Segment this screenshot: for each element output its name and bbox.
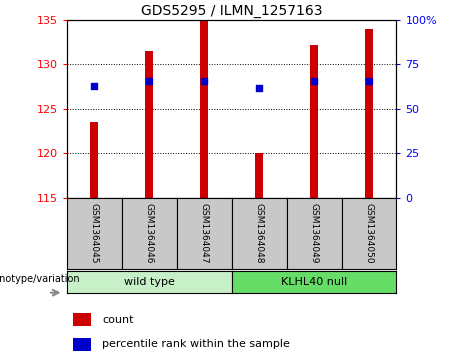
Text: count: count xyxy=(102,315,134,325)
Text: genotype/variation: genotype/variation xyxy=(0,274,80,284)
Point xyxy=(255,85,263,90)
Bar xyxy=(200,20,208,198)
Bar xyxy=(255,154,263,198)
Text: KLHL40 null: KLHL40 null xyxy=(281,277,347,287)
Point xyxy=(310,78,318,84)
Bar xyxy=(310,45,318,198)
Text: GSM1364045: GSM1364045 xyxy=(90,204,99,264)
Point xyxy=(146,78,153,84)
Bar xyxy=(365,29,373,198)
Title: GDS5295 / ILMN_1257163: GDS5295 / ILMN_1257163 xyxy=(141,4,322,17)
Text: GSM1364046: GSM1364046 xyxy=(145,204,154,264)
Text: wild type: wild type xyxy=(124,277,175,287)
Text: GSM1364050: GSM1364050 xyxy=(365,204,373,264)
Bar xyxy=(73,338,90,351)
Text: GSM1364047: GSM1364047 xyxy=(200,204,209,264)
Bar xyxy=(73,313,90,326)
Bar xyxy=(145,51,154,198)
Text: percentile rank within the sample: percentile rank within the sample xyxy=(102,339,290,350)
Bar xyxy=(90,122,99,198)
Point xyxy=(91,83,98,89)
Point xyxy=(365,78,372,84)
Text: GSM1364049: GSM1364049 xyxy=(309,204,319,264)
Text: GSM1364048: GSM1364048 xyxy=(254,204,264,264)
Point xyxy=(201,78,208,84)
